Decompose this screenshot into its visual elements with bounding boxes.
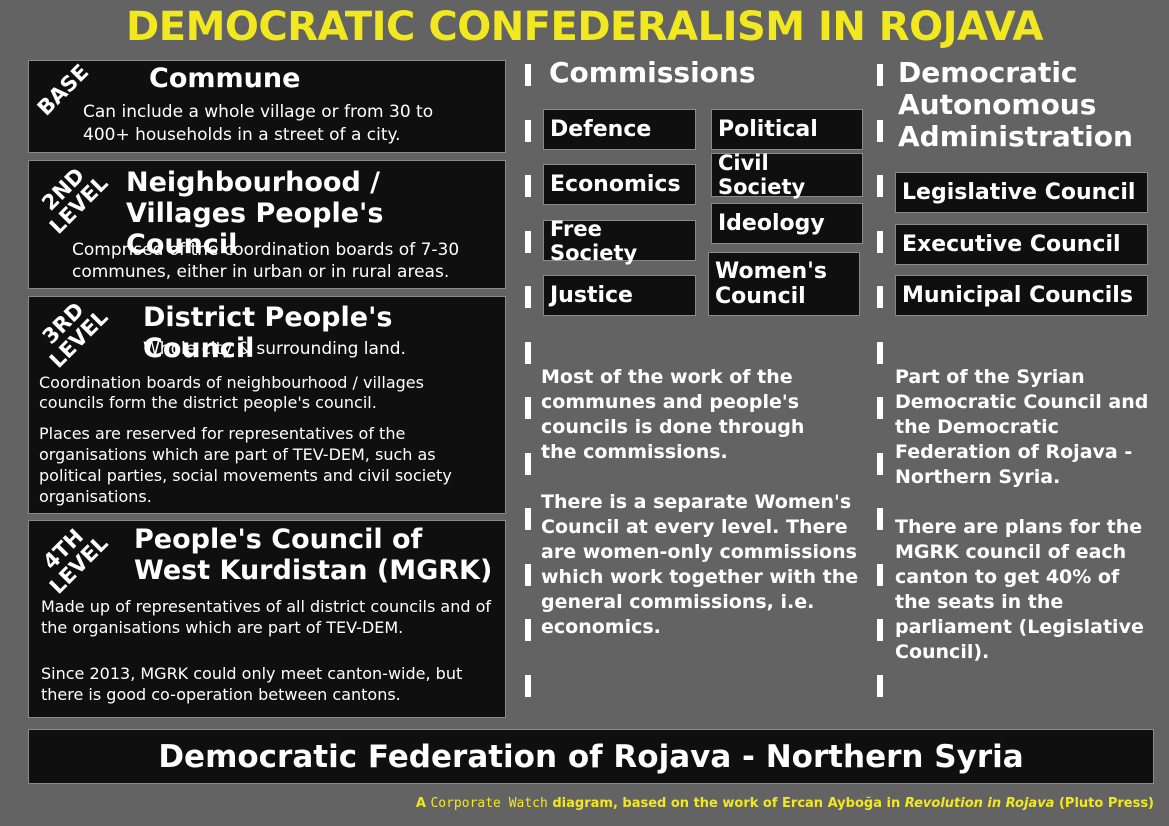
level-tag: 4TH LEVEL: [20, 506, 122, 608]
commission-defence: Defence: [543, 109, 696, 150]
divider-dash: [877, 342, 883, 364]
divider-dash: [525, 453, 531, 475]
commissions-paragraph: Most of the work of the communes and peo…: [541, 366, 805, 463]
level-text: Made up of representatives of all distri…: [41, 597, 491, 637]
credit-book: Revolution in Rojava: [904, 796, 1055, 811]
credit-prefix: A: [415, 796, 426, 811]
divider-dash: [877, 453, 883, 475]
commission-economics: Economics: [543, 164, 696, 205]
divider-dash: [525, 619, 531, 641]
divider-dash: [877, 397, 883, 419]
divider-dash: [525, 120, 531, 142]
admin-legislative-council: Legislative Council: [895, 172, 1148, 213]
divider-dash: [525, 397, 531, 419]
commissions-heading: Commissions: [549, 56, 756, 89]
administration-paragraph: Part of the Syrian Democratic Council an…: [895, 366, 1149, 488]
footer-text: Democratic Federation of Rojava - Northe…: [158, 738, 1024, 775]
level-text: Comprised of the coordination boards of …: [72, 240, 460, 282]
divider-dash: [525, 286, 531, 308]
level-heading: People's Council of West Kurdistan (MGRK…: [134, 524, 493, 586]
admin-municipal-councils: Municipal Councils: [895, 275, 1148, 316]
divider-dash: [877, 286, 883, 308]
credit-line: A Corporate Watch diagram, based on the …: [416, 796, 1154, 811]
level-heading: Commune: [149, 63, 301, 94]
commission-ideology: Ideology: [711, 203, 863, 244]
level-box-mgrk: 4TH LEVEL People's Council of West Kurdi…: [28, 520, 506, 718]
divider-dash: [877, 175, 883, 197]
divider-dash: [525, 64, 531, 86]
level-text: Since 2013, MGRK could only meet canton-…: [41, 664, 463, 704]
divider-dash: [877, 231, 883, 253]
level-text: Places are reserved for representatives …: [39, 424, 452, 506]
level-text: Can include a whole village or from 30 t…: [83, 102, 434, 145]
credit-mid: diagram, based on the work of Ercan Aybo…: [552, 796, 901, 811]
level-heading: District People's Council: [143, 302, 393, 364]
administration-heading: Democratic Autonomous Administration: [898, 56, 1133, 153]
commission-free-society: Free Society: [543, 217, 696, 265]
level-subheading: Whole city & surrounding land.: [143, 339, 406, 359]
divider-dash: [525, 675, 531, 697]
divider-dash: [877, 64, 883, 86]
divider-dash: [877, 675, 883, 697]
credit-org: Corporate Watch: [430, 796, 548, 811]
divider-dash: [877, 120, 883, 142]
administration-paragraph: There are plans for the MGRK council of …: [895, 516, 1144, 663]
credit-suffix: (Pluto Press): [1058, 796, 1154, 811]
level-box-commune: BASE Commune Can include a whole village…: [28, 60, 506, 153]
commission-civil-society: Civil Society: [711, 151, 863, 199]
diagram-title: DEMOCRATIC CONFEDERALISM IN ROJAVA: [126, 4, 1043, 50]
level-heading: Neighbourhood / Villages People's Counci…: [126, 167, 384, 260]
divider-dash: [525, 564, 531, 586]
level-tag: 2ND LEVEL: [20, 146, 122, 248]
divider-dash: [877, 564, 883, 586]
level-box-neighbourhood: 2ND LEVEL Neighbourhood / Villages Peopl…: [28, 160, 506, 289]
divider-dash: [877, 508, 883, 530]
level-text: Coordination boards of neighbourhood / v…: [39, 373, 424, 412]
divider-dash: [525, 342, 531, 364]
divider-dash: [525, 175, 531, 197]
divider-dash: [525, 231, 531, 253]
divider-dash: [525, 508, 531, 530]
commission-womens-council: Women's Council: [708, 252, 860, 316]
level-tag: 3RD LEVEL: [20, 280, 122, 382]
admin-executive-council: Executive Council: [895, 224, 1148, 265]
commissions-paragraph: There is a separate Women's Council at e…: [541, 491, 859, 638]
level-box-district: 3RD LEVEL District People's Council Whol…: [28, 296, 506, 514]
divider-dash: [877, 619, 883, 641]
commission-political: Political: [711, 109, 863, 150]
footer-banner: Democratic Federation of Rojava - Northe…: [28, 729, 1154, 784]
commission-justice: Justice: [543, 275, 696, 316]
